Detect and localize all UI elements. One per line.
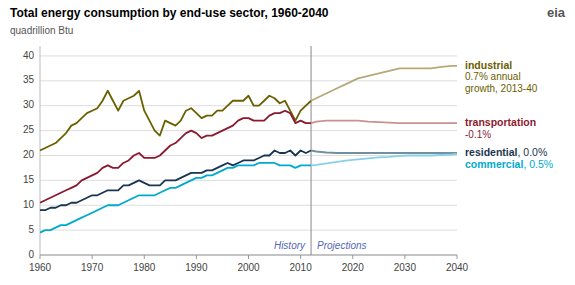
sector-note-line: growth, 2013-40 (465, 83, 538, 94)
sector-note: 0.7% annualgrowth, 2013-40 (465, 71, 538, 94)
grid-line (40, 180, 457, 181)
x-tick (404, 255, 405, 259)
logo: eia (547, 5, 566, 20)
series-line (311, 151, 457, 153)
sector-note: , 0.0% (518, 146, 548, 158)
x-tick-label: 2030 (394, 262, 417, 273)
y-tick-label: 0 (28, 249, 34, 260)
x-tick (457, 255, 458, 259)
series-line (40, 151, 311, 211)
series-line (311, 66, 457, 101)
sector-label: residential, 0.0% (465, 146, 547, 158)
x-tick-label: 2020 (342, 262, 365, 273)
grid-line (40, 105, 457, 106)
sector-label: transportation-0.1% (465, 116, 536, 139)
history-label: History (274, 240, 306, 251)
series-line (40, 163, 311, 233)
y-tick-label: 5 (28, 224, 34, 235)
series-line (40, 91, 311, 151)
x-tick-label: 2040 (446, 262, 469, 273)
series-line (311, 154, 457, 165)
y-tick-label: 40 (23, 50, 35, 61)
y-tick-label: 30 (23, 99, 35, 110)
x-tick (196, 255, 197, 259)
series-line (40, 111, 311, 203)
x-tick (352, 255, 353, 259)
projections-label: Projections (317, 240, 366, 251)
sector-label-text: commercial, 0.5% (465, 158, 553, 170)
sector-label: commercial, 0.5% (465, 158, 553, 170)
grid-line (40, 205, 457, 206)
y-tick-label: 35 (23, 74, 35, 85)
y-tick-label: 25 (23, 124, 35, 135)
x-tick (40, 255, 41, 259)
y-tick-label: 15 (23, 174, 35, 185)
x-tick-label: 1990 (185, 262, 208, 273)
grid-line (40, 130, 457, 131)
grid-line (40, 80, 457, 81)
y-axis-label: quadrillion Btu (10, 25, 73, 36)
sector-note-line: -0.1% (465, 128, 491, 139)
x-tick (300, 255, 301, 259)
x-tick-label: 2010 (290, 262, 313, 273)
plot-area (40, 46, 457, 255)
sector-label-text: residential, 0.0% (465, 146, 547, 158)
x-tick-label: 1970 (81, 262, 104, 273)
sector-note-line: 0.7% annual (465, 71, 521, 82)
sector-name: transportation (465, 116, 536, 128)
background (0, 0, 575, 285)
grid (40, 56, 457, 255)
sector-name: industrial (465, 59, 512, 71)
chart: Total energy consumption by end-use sect… (0, 0, 575, 285)
y-tick-label: 20 (23, 149, 35, 160)
x-tick-label: 1980 (133, 262, 156, 273)
y-tick-label: 10 (23, 199, 35, 210)
title: Total energy consumption by end-use sect… (10, 6, 329, 20)
x-tick (144, 255, 145, 259)
sector-name: commercial (465, 158, 523, 170)
grid-line (40, 230, 457, 231)
x-tick-label: 2000 (237, 262, 260, 273)
x-tick (92, 255, 93, 259)
series-line (311, 121, 457, 123)
x-tick-label: 1960 (29, 262, 52, 273)
grid-line (40, 55, 457, 56)
x-tick (248, 255, 249, 259)
sector-name: residential (465, 146, 518, 158)
sector-note: -0.1% (465, 128, 491, 139)
sector-label: industrial0.7% annualgrowth, 2013-40 (465, 59, 538, 94)
sector-note: , 0.5% (523, 158, 553, 170)
